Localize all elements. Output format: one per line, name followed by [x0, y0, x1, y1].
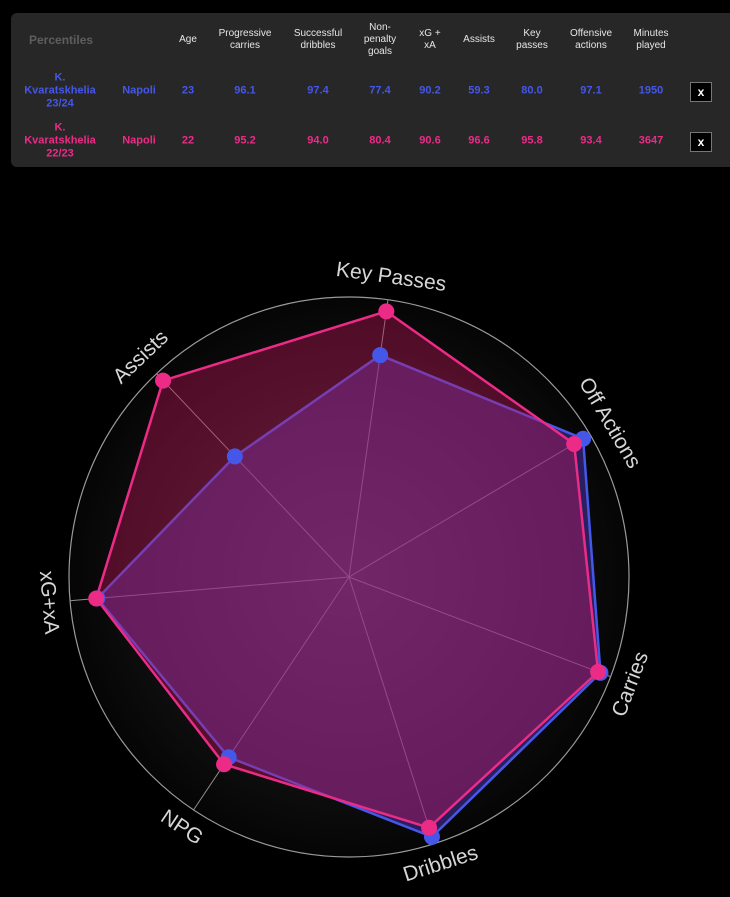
age-header: Age — [179, 34, 197, 45]
row-offensive-actions: 97.1 — [580, 84, 602, 97]
radar-axis-label: xG+xA — [35, 570, 63, 635]
row-progressive-carries: 96.1 — [234, 84, 256, 97]
radar-point[interactable] — [590, 663, 607, 680]
radar-point[interactable] — [88, 590, 105, 607]
radar-spoke — [348, 299, 389, 578]
assists-header: Assists — [463, 34, 495, 45]
successful-dribbles-header: Successful dribbles — [293, 28, 343, 51]
row-minutes-played: 3647 — [638, 134, 664, 147]
row-team: Napoli — [122, 84, 156, 97]
key-passes-header: Key passes — [516, 28, 548, 51]
row-team: Napoli — [122, 134, 156, 147]
row-age: 22 — [181, 134, 195, 147]
remove-row-button[interactable]: x — [690, 82, 712, 102]
radar-spoke — [69, 576, 350, 602]
row-non-penalty-goals: 80.4 — [369, 134, 391, 147]
radar-spoke — [348, 434, 591, 578]
remove-row-button[interactable]: x — [690, 132, 712, 152]
row-player-name: K. Kvaratskhelia 22/23 — [24, 121, 96, 160]
comparison-table — [11, 13, 730, 167]
offensive-actions-header: Offensive actions — [569, 28, 613, 51]
radar-spoke — [193, 576, 350, 811]
row-xg-xa: 90.6 — [419, 134, 441, 147]
radar-spoke — [348, 576, 435, 844]
radar-point[interactable] — [378, 303, 395, 320]
row-progressive-carries: 95.2 — [234, 134, 256, 147]
row-assists: 59.3 — [468, 84, 490, 97]
minutes-played-header: Minutes played — [633, 28, 669, 51]
radar-spoke — [156, 373, 350, 578]
row-successful-dribbles: 94.0 — [307, 134, 329, 147]
row-successful-dribbles: 97.4 — [307, 84, 329, 97]
row-key-passes: 95.8 — [521, 134, 543, 147]
radar-point[interactable] — [216, 756, 233, 773]
percentiles-header: Percentiles — [29, 33, 94, 47]
radar-point[interactable] — [226, 448, 243, 465]
xg-xa-header: xG + xA — [419, 28, 441, 51]
row-assists: 96.6 — [468, 134, 490, 147]
progressive-carries-header: Progressive carries — [218, 28, 272, 51]
row-non-penalty-goals: 77.4 — [369, 84, 391, 97]
non-penalty-goals-header: Non-penalty goals — [363, 22, 397, 57]
radar-point[interactable] — [155, 372, 172, 389]
row-xg-xa: 90.2 — [419, 84, 441, 97]
radar-axis-label: Key Passes — [335, 258, 448, 296]
radar-point[interactable] — [372, 347, 389, 364]
row-player-name: K. Kvaratskhelia 23/24 — [24, 71, 96, 110]
radar-series-polygon — [94, 309, 600, 830]
row-offensive-actions: 93.4 — [580, 134, 602, 147]
radar-point[interactable] — [421, 819, 438, 836]
row-key-passes: 80.0 — [521, 84, 543, 97]
row-age: 23 — [181, 84, 195, 97]
row-minutes-played: 1950 — [638, 84, 664, 97]
radar-point[interactable] — [566, 435, 583, 452]
radar-spoke — [348, 576, 611, 678]
